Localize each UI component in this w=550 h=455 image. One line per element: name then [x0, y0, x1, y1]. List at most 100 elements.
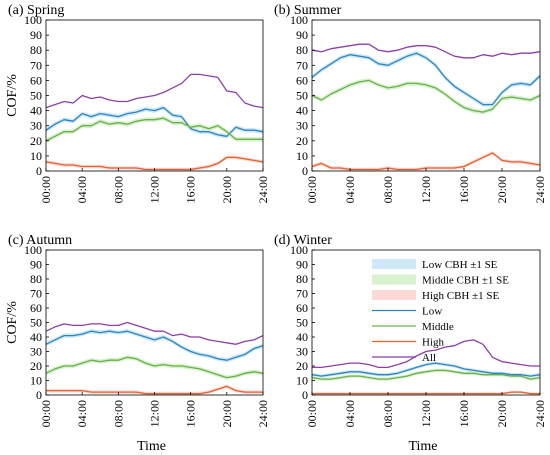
y-tick-label: 100	[290, 13, 308, 27]
x-tick-label: 20:00	[220, 176, 234, 203]
panel-label: (d) Winter	[274, 233, 332, 248]
y-tick-label: 40	[296, 104, 308, 118]
x-tick-label: 08:00	[111, 400, 125, 427]
x-axis-title: Time	[137, 439, 166, 454]
series-line-low	[45, 106, 264, 137]
y-tick-label: 60	[296, 73, 308, 87]
x-tick-label: 08:00	[381, 176, 395, 203]
x-tick-label: 20:00	[220, 400, 234, 427]
x-tick-label: 12:00	[148, 176, 162, 203]
y-tick-label: 30	[30, 119, 42, 133]
x-tick-label: 16:00	[457, 400, 471, 427]
x-tick-label: 00:00	[39, 400, 53, 427]
legend-label: Low CBH ±1 SE	[422, 259, 498, 271]
y-tick-label: 40	[296, 330, 308, 344]
y-tick-label: 20	[296, 359, 308, 373]
panel-label: (c) Autumn	[8, 233, 72, 248]
y-tick-label: 80	[296, 272, 308, 286]
plot-frame	[311, 19, 541, 172]
y-tick-label: 60	[296, 301, 308, 315]
series-line-all	[45, 73, 264, 109]
se-band-high	[312, 151, 540, 171]
x-tick-label: 04:00	[75, 400, 89, 427]
y-tick-label: 100	[24, 243, 42, 257]
x-tick-label: 04:00	[343, 400, 357, 427]
series-line-middle	[45, 117, 263, 142]
series-line-middle	[311, 369, 541, 380]
legend-label: High	[422, 337, 445, 349]
se-band-middle	[312, 78, 540, 115]
y-tick-label: 50	[30, 316, 42, 330]
y-tick-label: 30	[296, 119, 308, 133]
y-tick-label: 60	[30, 301, 42, 315]
x-tick-label: 20:00	[495, 400, 509, 427]
y-tick-label: 10	[30, 374, 42, 388]
y-tick-label: 70	[296, 58, 308, 72]
series-line-all	[312, 339, 540, 369]
y-axis-title: COF/%	[5, 301, 20, 344]
y-tick-label: 60	[30, 73, 42, 87]
y-tick-label: 100	[24, 13, 42, 27]
y-tick-label: 20	[30, 134, 42, 148]
x-tick-label: 24:00	[256, 400, 270, 427]
x-tick-label: 16:00	[457, 176, 471, 203]
series-line-middle	[45, 356, 264, 379]
y-tick-label: 0	[302, 388, 308, 402]
x-tick-label: 08:00	[111, 176, 125, 203]
y-tick-label: 50	[296, 89, 308, 103]
legend: Low CBH ±1 SE Middle CBH ±1 SE High CBH ±1…	[372, 259, 509, 364]
x-tick-label: 04:00	[343, 176, 357, 203]
panel-label: (b) Summer	[274, 3, 342, 18]
panel-label: (a) Spring	[8, 3, 64, 18]
x-tick-label: 08:00	[381, 400, 395, 427]
y-tick-label: 90	[30, 258, 42, 272]
y-tick-label: 80	[296, 43, 308, 57]
y-tick-label: 80	[30, 272, 42, 286]
x-tick-label: 12:00	[419, 400, 433, 427]
y-tick-label: 90	[296, 28, 308, 42]
se-band-low	[46, 329, 263, 363]
x-tick-label: 24:00	[533, 176, 547, 203]
y-axis-title: COF/%	[5, 74, 20, 117]
y-tick-label: 100	[290, 243, 308, 257]
series-line-low	[311, 52, 541, 106]
y-tick-label: 40	[30, 104, 42, 118]
x-tick-label: 12:00	[148, 400, 162, 427]
series-line-low	[45, 330, 264, 361]
legend-label: High CBH ±1 SE	[422, 290, 500, 302]
series-line-all	[45, 321, 264, 345]
y-tick-label: 10	[30, 149, 42, 163]
y-tick-label: 50	[296, 316, 308, 330]
legend-label: All	[422, 352, 436, 364]
y-tick-label: 90	[296, 258, 308, 272]
plot-frame	[45, 249, 264, 396]
x-tick-label: 00:00	[305, 176, 319, 203]
x-tick-label: 16:00	[184, 400, 198, 427]
y-tick-label: 50	[30, 89, 42, 103]
y-tick-label: 10	[296, 374, 308, 388]
legend-swatch-band	[372, 259, 416, 269]
y-tick-label: 30	[30, 345, 42, 359]
y-tick-label: 70	[296, 287, 308, 301]
y-tick-label: 40	[30, 330, 42, 344]
se-band-middle	[46, 115, 263, 144]
x-axis-title: Time	[408, 439, 437, 454]
x-tick-label: 00:00	[305, 400, 319, 427]
series-line-all	[311, 43, 541, 59]
x-tick-label: 24:00	[256, 176, 270, 203]
x-tick-label: 16:00	[184, 176, 198, 203]
y-tick-label: 20	[30, 359, 42, 373]
y-tick-label: 0	[36, 388, 42, 402]
y-tick-label: 80	[30, 43, 42, 57]
legend-label: Low	[422, 306, 442, 318]
series-line-middle	[311, 79, 541, 113]
x-tick-label: 12:00	[419, 176, 433, 203]
x-tick-label: 20:00	[495, 176, 509, 203]
legend-label: Middle	[422, 321, 454, 333]
legend-swatch-band	[372, 290, 416, 300]
y-tick-label: 20	[296, 134, 308, 148]
x-tick-label: 04:00	[75, 176, 89, 203]
